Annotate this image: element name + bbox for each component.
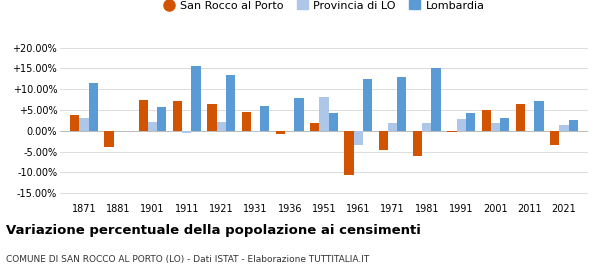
Bar (569, 120, 578, 131)
Legend: San Rocco al Porto, Provincia di LO, Lombardia: San Rocco al Porto, Provincia di LO, Lom… (159, 0, 489, 15)
Bar (413, 131, 422, 156)
Bar (226, 75, 235, 131)
Bar (182, 131, 191, 133)
Bar (344, 131, 353, 174)
Bar (242, 112, 251, 131)
Bar (431, 67, 441, 131)
Bar (207, 104, 217, 131)
Text: Variazione percentuale della popolazione ai censimenti: Variazione percentuale della popolazione… (6, 224, 421, 237)
Bar (89, 83, 98, 131)
Bar (457, 119, 466, 131)
Bar (276, 131, 285, 134)
Bar (191, 66, 201, 131)
Bar (353, 131, 363, 145)
Bar (79, 118, 89, 131)
Bar (379, 131, 388, 150)
Bar (447, 131, 457, 132)
Bar (422, 123, 431, 131)
Bar (217, 122, 226, 131)
Bar (104, 131, 113, 147)
Bar (329, 113, 338, 131)
Bar (70, 115, 79, 131)
Bar (466, 113, 475, 131)
Bar (173, 101, 182, 131)
Bar (295, 98, 304, 131)
Bar (500, 118, 509, 131)
Text: COMUNE DI SAN ROCCO AL PORTO (LO) - Dati ISTAT - Elaborazione TUTTITALIA.IT: COMUNE DI SAN ROCCO AL PORTO (LO) - Dati… (6, 255, 369, 264)
Bar (157, 107, 166, 131)
Bar (139, 100, 148, 131)
Bar (491, 123, 500, 131)
Bar (251, 131, 260, 132)
Bar (310, 123, 319, 131)
Bar (388, 123, 397, 131)
Bar (516, 104, 525, 131)
Bar (397, 77, 406, 131)
Bar (559, 125, 569, 131)
Bar (535, 101, 544, 131)
Bar (363, 79, 372, 131)
Bar (319, 97, 329, 131)
Bar (482, 110, 491, 131)
Bar (550, 131, 559, 145)
Bar (260, 106, 269, 131)
Bar (148, 122, 157, 131)
